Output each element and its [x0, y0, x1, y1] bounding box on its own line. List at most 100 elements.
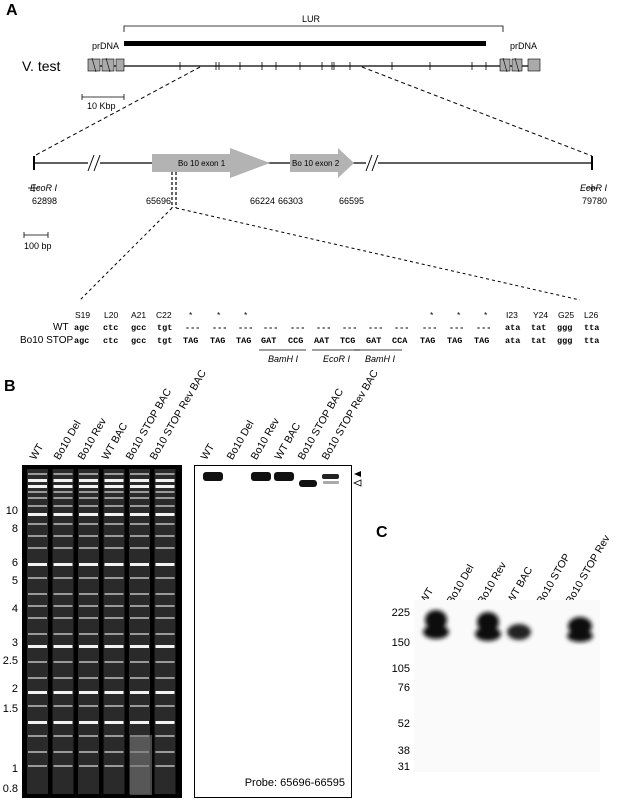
gel-band: [79, 661, 98, 663]
stop-codon: GAT: [366, 336, 382, 346]
stop-codon: TCG: [340, 336, 356, 346]
gel-band: [130, 505, 149, 507]
gel-band: [104, 735, 124, 737]
panel-a-diagram: [23, 25, 598, 351]
size-marker: 2.5: [2, 655, 18, 667]
wt-codon: agc: [74, 323, 90, 333]
gel-band: [130, 645, 149, 648]
gel-lane: [27, 469, 48, 794]
mw-marker: 150: [391, 637, 410, 649]
stop-codon: ctc: [103, 336, 119, 346]
scale-100bp: 100 bp: [24, 241, 52, 251]
gel-band: [28, 547, 47, 549]
aa-label: *: [189, 310, 193, 320]
gel-band: [155, 577, 175, 579]
gel-band: [28, 535, 47, 537]
wt-codon: ggg: [557, 323, 573, 333]
aa-label: *: [430, 310, 434, 320]
prdna-right-label: prDNA: [510, 41, 538, 51]
gel-smear: [130, 735, 152, 795]
gel-bands: [27, 469, 176, 795]
mw-marker: 38: [397, 745, 410, 757]
stop-codon: agc: [74, 336, 90, 346]
size-marker: 1.5: [2, 703, 18, 715]
gel-band: [130, 491, 149, 493]
pos-65696: 65696: [146, 196, 172, 206]
stop-codon: TAG: [236, 336, 252, 346]
gel-band: [130, 677, 149, 679]
gel-band: [104, 513, 124, 516]
gel-band: [53, 497, 73, 499]
southern-blot: Probe: 65696-66595: [194, 465, 352, 798]
wt-codon: ---: [185, 323, 201, 333]
gel-band: [130, 593, 149, 595]
gel-lane: [78, 469, 99, 794]
wt-codon: ---: [263, 323, 279, 333]
gel-band: [28, 765, 47, 767]
aa-label: S19: [75, 310, 91, 320]
size-marker: 3: [11, 637, 18, 649]
gel-band: [28, 479, 47, 482]
gel-band: [53, 505, 73, 507]
stop-codon: TAG: [474, 336, 490, 346]
gel-band: [53, 547, 73, 549]
stop-seq-label: Bo10 STOP: [20, 335, 74, 346]
gel-band: [79, 535, 98, 537]
prdna-left-boxes: [87, 57, 125, 73]
gel-band: [130, 691, 149, 694]
stop-codon: GAT: [261, 336, 277, 346]
strain-label: V. test: [22, 58, 61, 74]
gel-band: [28, 691, 47, 694]
gel-band: [104, 577, 124, 579]
gel-band: [130, 633, 149, 635]
gel-band: [104, 563, 124, 566]
gel-band: [53, 633, 73, 635]
gel-band: [53, 617, 73, 619]
gel-band: [28, 563, 47, 566]
gel-band: [130, 563, 149, 566]
gel-band: [53, 593, 73, 595]
gel-band: [155, 661, 175, 663]
stop-codon: CCG: [288, 336, 304, 346]
gel-band: [53, 677, 73, 679]
gel-band: [155, 705, 175, 707]
aa-label: *: [484, 310, 488, 320]
gel-band: [104, 677, 124, 679]
gel-lane: [103, 469, 125, 794]
gel-band: [130, 473, 149, 475]
gel-band: [79, 497, 98, 499]
gel-band: [104, 535, 124, 537]
gel-band: [79, 563, 98, 566]
gel-band: [79, 605, 98, 607]
size-marker: 10: [5, 505, 18, 517]
gel-band: [155, 605, 175, 607]
gel-band: [79, 473, 98, 475]
size-marker: 2: [11, 683, 18, 695]
gel-band: [155, 721, 175, 724]
gel-band: [79, 547, 98, 549]
gel-band: [104, 547, 124, 549]
gel-band: [130, 485, 149, 488]
exon1-arrow: [152, 148, 270, 178]
gel-band: [155, 505, 175, 507]
gel-band: [79, 617, 98, 619]
aa-label: A21: [131, 310, 147, 320]
exon1-label: Bo 10 exon 1: [178, 159, 226, 168]
size-marker: 4: [11, 603, 18, 615]
scale-10kbp: 10 Kbp: [87, 101, 116, 111]
gel-band: [130, 605, 149, 607]
aa-label: *: [457, 310, 461, 320]
gel-band: [155, 765, 175, 767]
gel-band: [104, 523, 124, 525]
lur-label: LUR: [302, 14, 321, 24]
gel-band: [28, 735, 47, 737]
stop-codon: tta: [584, 336, 600, 346]
gel-band: [130, 547, 149, 549]
gel-band: [155, 491, 175, 493]
exon2-label: Bo 10 exon 2: [292, 159, 340, 168]
gel-band: [28, 491, 47, 493]
gel-band: [53, 563, 73, 566]
gel-band: [79, 633, 98, 635]
blot-bands: [203, 472, 339, 487]
gel-band: [155, 645, 175, 648]
